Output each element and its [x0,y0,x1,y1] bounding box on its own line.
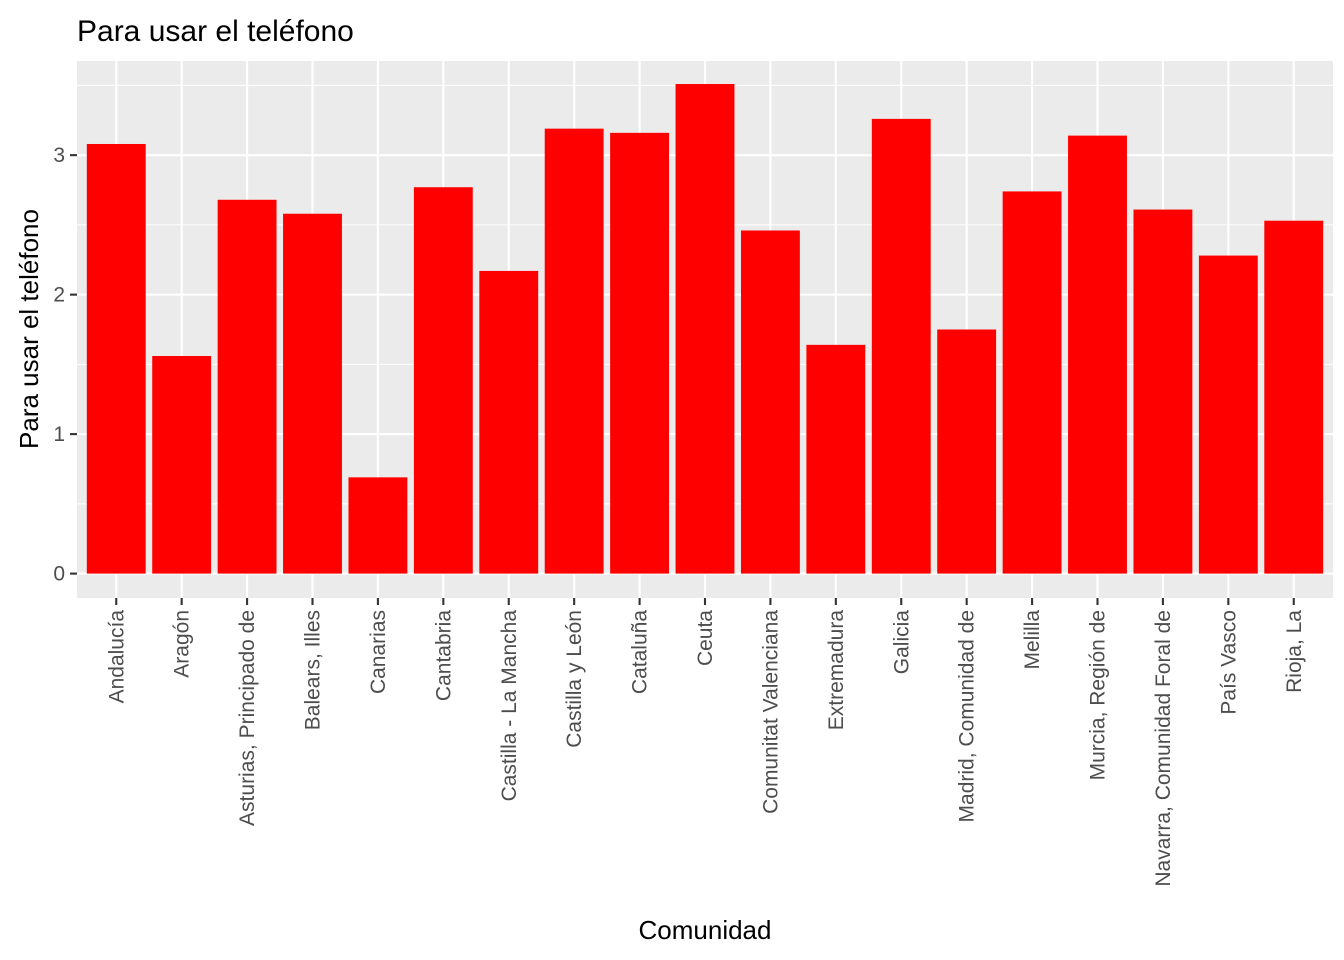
x-tick-label: Murcia, Región de [1087,610,1110,780]
bars [86,84,1324,574]
bar [217,199,277,574]
x-tick-label: Rioja, La [1283,610,1306,693]
bar [937,329,997,574]
bar [544,128,604,574]
y-axis: 0 1 2 3 [53,144,77,586]
x-tick-label: Galicia [890,610,913,675]
x-tick-label: Madrid, Comunidad de [956,610,979,822]
bar [86,143,146,574]
bar [1002,191,1062,574]
bar [1198,255,1258,574]
y-axis-title: Para usar el teléfono [14,209,44,449]
y-tick-label: 1 [53,423,65,446]
x-tick-label: Comunitat Valenciana [759,610,782,814]
x-axis: Andalucía Aragón Asturias, Principado de Ba… [105,598,1306,887]
x-tick-label: Asturias, Principado de [236,610,259,826]
bar [283,213,342,574]
bar [413,187,473,574]
x-tick-label: Ceuta [694,610,717,666]
bar [610,132,670,574]
chart-title: Para usar el teléfono [77,15,354,48]
bar [1133,209,1193,574]
y-tick-label: 0 [53,563,65,586]
bar [740,230,800,574]
bar [348,477,408,574]
y-tick-label: 3 [53,144,65,167]
bar [479,270,539,574]
bar [1068,135,1127,574]
x-tick-label: Andalucía [105,610,128,704]
bar [675,84,735,574]
bar [1264,220,1324,574]
x-tick-label: País Vasco [1217,610,1240,715]
y-tick-label: 2 [53,284,65,307]
x-axis-title: Comunidad [639,915,772,945]
bar [871,118,931,574]
x-tick-label: Castilla y León [563,610,586,748]
bar [806,344,866,574]
bar [152,356,212,574]
x-tick-label: Aragón [171,610,194,678]
x-tick-label: Cantabria [432,610,455,701]
x-tick-label: Extremadura [825,610,848,731]
x-tick-label: Melilla [1021,610,1044,670]
x-tick-label: Castilla - La Mancha [498,610,521,802]
x-tick-label: Cataluña [629,610,652,694]
x-tick-label: Balears, Illes [302,610,325,730]
x-tick-label: Canarias [367,610,390,694]
x-tick-label: Navarra, Comunidad Foral de [1152,610,1175,887]
